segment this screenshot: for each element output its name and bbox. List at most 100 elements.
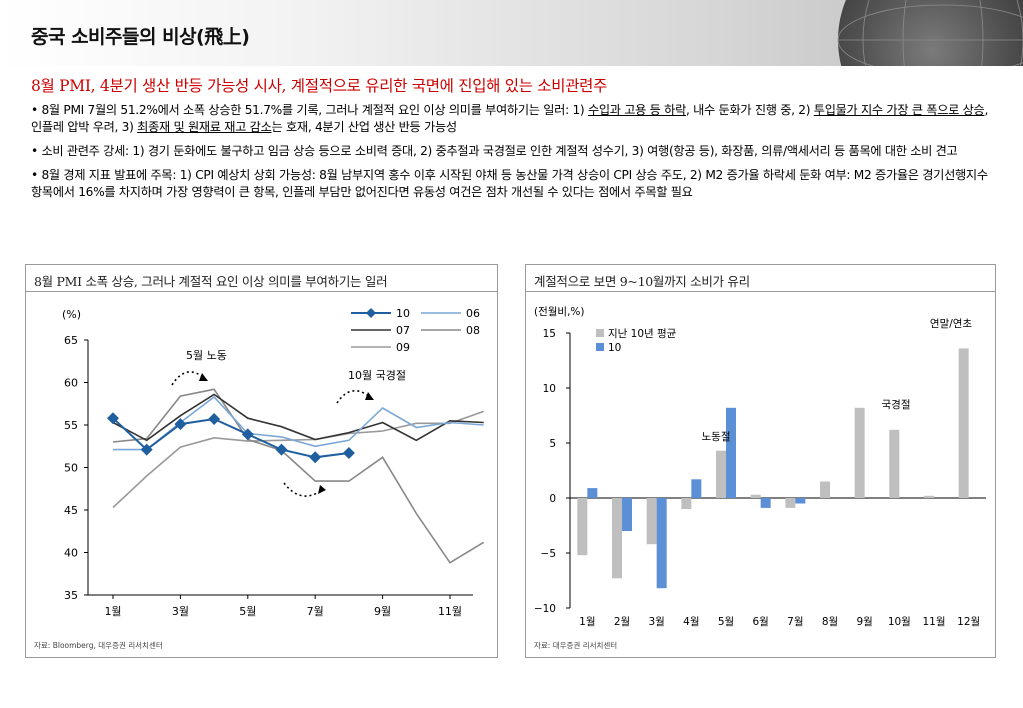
bar-avg-8 (820, 481, 830, 498)
annotation-oct-national: 10월 국경절 (348, 369, 406, 382)
annotation-arrow (171, 371, 205, 386)
y-tick-label: 35 (64, 589, 78, 602)
legend-label: 10 (608, 342, 621, 354)
series-point-10 (208, 413, 221, 426)
legend-label: 07 (396, 324, 410, 337)
y-tick-label: 50 (64, 462, 78, 475)
bar-avg-2 (612, 498, 622, 579)
panel-title: 계절적으로 보면 9~10월까지 소비가 유리 (534, 274, 750, 289)
bullet-item-indicators: • 8월 경제 지표 발표에 주목: 1) CPI 예상치 상회 가능성: 8월… (31, 168, 988, 199)
y-tick-label: −10 (534, 603, 556, 615)
y-tick-label: 55 (64, 419, 78, 432)
chart-panel-pmi: 8월 PMI 소폭 상승, 그러나 계절적 요인 이상 의미를 부여하기는 일러… (25, 264, 498, 658)
bar-avg-11 (924, 495, 934, 498)
bar-avg-12 (958, 348, 969, 498)
bar-10-6 (760, 498, 771, 508)
panel-title: 8월 PMI 소폭 상승, 그러나 계절적 요인 이상 의미를 부여하기는 일러 (34, 274, 388, 289)
x-tick-label: 9월 (374, 605, 391, 618)
x-tick-label: 3월 (648, 616, 664, 628)
series-line-07 (112, 393, 484, 442)
y-tick-label: −5 (541, 548, 556, 560)
x-tick-label: 1월 (104, 605, 121, 618)
y-tick-label: 0 (549, 493, 556, 505)
y-tick-label: 5 (549, 438, 556, 450)
legend-label: 지난 10년 평균 (608, 328, 677, 340)
bar-avg-10 (889, 429, 900, 498)
page-title: 중국 소비주들의 비상(飛上) (31, 26, 250, 48)
y-tick-label: 15 (543, 328, 556, 340)
bar-10-2 (622, 498, 632, 531)
x-tick-label: 5월 (718, 616, 734, 628)
x-tick-label: 11월 (922, 616, 945, 628)
bar-avg-6 (750, 494, 761, 498)
bullet-item-consumer: • 소비 관련주 강세: 1) 경기 둔화에도 불구하고 임금 상승 등으로 소… (31, 144, 958, 158)
bar-avg-3 (646, 498, 657, 545)
series-line-06 (113, 395, 484, 451)
bullet-underlined-text: 투입물가 지수 가장 큰 폭으로 상승 (813, 103, 985, 117)
legend-label: 08 (466, 324, 480, 337)
bar-avg-5 (716, 450, 726, 498)
bar-avg-9 (854, 407, 865, 498)
y-tick-label: 65 (64, 334, 78, 347)
bar-10-4 (691, 479, 702, 498)
legend-label: 06 (466, 307, 480, 320)
y-tick-label: 45 (64, 504, 78, 517)
x-tick-label: 1월 (579, 616, 595, 628)
series-point-10 (174, 418, 187, 431)
bar-avg-4 (681, 498, 692, 509)
series-point-10 (140, 443, 153, 456)
y-tick-label: 60 (64, 377, 78, 390)
series-point-10 (342, 447, 355, 460)
annotation-national-day: 국경절 (882, 398, 911, 411)
legend-swatch-avg (596, 329, 604, 337)
annotation-arrowhead (318, 485, 326, 494)
annotation-labor-day: 노동절 (702, 430, 731, 443)
legend-marker-10 (366, 308, 376, 318)
bullet-underlined-text: 최종재 및 원재료 재고 감소 (137, 120, 272, 134)
bar-10-5 (726, 407, 736, 498)
x-tick-label: 4월 (683, 616, 699, 628)
legend-label: 10 (396, 307, 410, 320)
x-tick-label: 8월 (822, 616, 838, 628)
bullet-text: • 8월 PMI 7월의 51.2%에서 소폭 상승한 51.7%를 기록, 그… (31, 103, 588, 117)
x-tick-label: 11월 (438, 605, 462, 618)
series-line-09 (112, 410, 484, 509)
source-note: 자료: Bloomberg, 대우증권 리서치센터 (34, 641, 163, 650)
series-point-10 (107, 412, 119, 425)
bar-10-7 (795, 498, 806, 504)
annotation-arrow (283, 482, 323, 497)
y-axis-label: (%) (62, 308, 81, 321)
bar-10-1 (587, 488, 598, 498)
x-tick-label: 5월 (239, 605, 256, 618)
x-tick-label: 7월 (787, 616, 803, 628)
x-tick-label: 10월 (888, 616, 911, 628)
bullet-list: • 8월 PMI 7월의 51.2%에서 소폭 상승한 51.7%를 기록, 그… (31, 102, 991, 208)
bullet-underlined-text: 수입과 고용 등 하락 (587, 103, 686, 117)
source-note: 자료: 대우증권 리서치센터 (534, 641, 618, 650)
bullet-text: , 내수 둔화가 진행 중, 2) (685, 103, 814, 117)
y-tick-label: 40 (64, 547, 78, 560)
annotation-arrow (336, 390, 371, 404)
series-point-10 (275, 443, 288, 456)
annotation-arrowhead (365, 392, 374, 400)
x-tick-label: 9월 (856, 616, 872, 628)
bar-avg-7 (785, 498, 796, 508)
globe-graphic (837, 0, 1023, 66)
legend-swatch-10 (596, 343, 604, 351)
pmi-line-chart: (%) 35 40 45 50 55 60 65 1월 3월 5월 7월 9월 11월 10 06 07 08 09… (62, 307, 485, 618)
series-point-10 (241, 428, 254, 441)
bar-avg-1 (577, 498, 588, 556)
y-tick-label: 10 (543, 383, 556, 395)
bullet-text: 는 호재, 4분기 산업 생산 반등 가능성 (271, 120, 458, 134)
bullet-item-pmi: • 8월 PMI 7월의 51.2%에서 소폭 상승한 51.7%를 기록, 그… (31, 102, 991, 136)
x-tick-label: 12월 (957, 616, 980, 628)
series-line-08 (112, 388, 485, 564)
x-tick-label: 7월 (307, 605, 324, 618)
annotation-may-labor: 5월 노동 (186, 349, 227, 362)
x-tick-label: 6월 (752, 616, 768, 628)
chart-panel-seasonal: 계절적으로 보면 9~10월까지 소비가 유리 (전월비,%) −10 −5 0 5 10… (525, 264, 996, 658)
seasonal-bar-chart: (전월비,%) −10 −5 0 5 10 15 1월 2월 3월 4월 5월 6월 7월 8월 9월 10월 1… (534, 306, 986, 628)
bullet-text: , 인플레 압박 우려, 3) (31, 103, 989, 134)
annotation-arrowhead (199, 373, 208, 381)
series-point-10 (309, 451, 322, 464)
